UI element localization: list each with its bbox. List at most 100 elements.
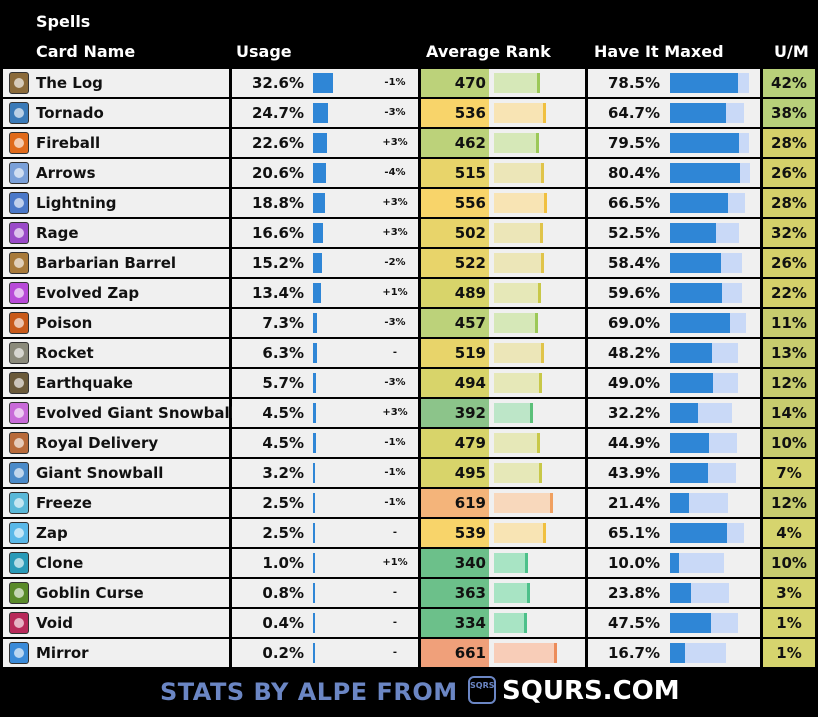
average-rank-value: 522 [421, 249, 489, 277]
average-rank-bar [494, 643, 557, 663]
usage-change: -1% [384, 467, 406, 478]
average-rank-cell: 462 [421, 129, 585, 157]
tornado-icon [9, 102, 29, 124]
um-value: 4% [763, 519, 815, 547]
average-rank-bar [494, 553, 528, 573]
usage-change: +3% [382, 197, 408, 208]
usage-percent: 4.5% [262, 434, 304, 452]
table-row: Evolved Zap 13.4% +1% 489 59.6% 22% [0, 279, 818, 307]
usage-bar [313, 313, 318, 333]
maxed-percent: 79.5% [607, 134, 660, 152]
have-it-maxed-cell: 65.1% [588, 519, 760, 547]
fireball-icon [9, 132, 29, 154]
maxed-percent: 10.0% [607, 554, 660, 572]
average-rank-cell: 494 [421, 369, 585, 397]
average-rank-value: 479 [421, 429, 489, 457]
um-value: 13% [763, 339, 815, 367]
maxed-percent: 47.5% [607, 614, 660, 632]
table-row: Zap 2.5% - 539 65.1% 4% [0, 519, 818, 547]
um-value: 26% [763, 249, 815, 277]
average-rank-value: 619 [421, 489, 489, 517]
card-name: Rocket [36, 344, 94, 362]
average-rank-value: 515 [421, 159, 489, 187]
maxed-percent: 43.9% [607, 464, 660, 482]
average-rank-value: 334 [421, 609, 489, 637]
maxed-bar-fill [670, 433, 710, 453]
card-name: Mirror [36, 644, 89, 662]
average-rank-bar [494, 163, 544, 183]
have-it-maxed-cell: 47.5% [588, 609, 760, 637]
usage-percent: 7.3% [262, 314, 304, 332]
usage-percent: 5.7% [262, 374, 304, 392]
have-it-maxed-cell: 16.7% [588, 639, 760, 667]
usage-change: - [392, 347, 398, 358]
usage-percent: 22.6% [251, 134, 304, 152]
average-rank-cell: 536 [421, 99, 585, 127]
um-value: 7% [763, 459, 815, 487]
table-row: Evolved Giant Snowball 4.5% +3% 392 32.2% 14% [0, 399, 818, 427]
card-name: Clone [36, 554, 84, 572]
usage-cell: 6.3% - [232, 339, 418, 367]
card-name: Poison [36, 314, 93, 332]
usage-bar [313, 223, 324, 243]
usage-percent: 0.8% [262, 584, 304, 602]
maxed-percent: 16.7% [607, 644, 660, 662]
average-rank-bar [494, 193, 547, 213]
card-name-cell: Tornado [3, 99, 229, 127]
average-rank-value: 457 [421, 309, 489, 337]
footer-site-link[interactable]: SQURS.COM [502, 676, 680, 706]
usage-cell: 16.6% +3% [232, 219, 418, 247]
usage-bar [313, 163, 326, 183]
table-row: Fireball 22.6% +3% 462 79.5% 28% [0, 129, 818, 157]
maxed-bar-fill [670, 103, 727, 123]
usage-bar [313, 253, 323, 273]
usage-percent: 15.2% [251, 254, 304, 272]
usage-change: -1% [384, 437, 406, 448]
average-rank-cell: 470 [421, 69, 585, 97]
card-name-cell: Freeze [3, 489, 229, 517]
maxed-percent: 58.4% [607, 254, 660, 272]
usage-bar [313, 463, 315, 483]
table-row: Royal Delivery 4.5% -1% 479 44.9% 10% [0, 429, 818, 457]
card-name: Evolved Zap [36, 284, 140, 302]
usage-bar [313, 133, 327, 153]
header-card-name: Card Name [36, 42, 136, 61]
um-value: 10% [763, 429, 815, 457]
usage-change: +1% [382, 287, 408, 298]
usage-change: - [392, 527, 398, 538]
card-name-cell: Barbarian Barrel [3, 249, 229, 277]
have-it-maxed-cell: 78.5% [588, 69, 760, 97]
rage-icon [9, 222, 29, 244]
usage-cell: 3.2% -1% [232, 459, 418, 487]
maxed-percent: 52.5% [607, 224, 660, 242]
usage-percent: 32.6% [251, 74, 304, 92]
card-name: Tornado [36, 104, 104, 122]
maxed-bar-fill [670, 133, 740, 153]
card-name-cell: Royal Delivery [3, 429, 229, 457]
average-rank-bar [494, 583, 530, 603]
um-value: 28% [763, 129, 815, 157]
usage-bar [313, 583, 315, 603]
maxed-percent: 66.5% [607, 194, 660, 212]
have-it-maxed-cell: 52.5% [588, 219, 760, 247]
have-it-maxed-cell: 69.0% [588, 309, 760, 337]
usage-cell: 24.7% -3% [232, 99, 418, 127]
maxed-percent: 49.0% [607, 374, 660, 392]
poison-icon [9, 312, 29, 334]
um-value: 22% [763, 279, 815, 307]
usage-percent: 13.4% [251, 284, 304, 302]
evolved-giant-snowball-icon [9, 402, 29, 424]
header-um: U/M [774, 42, 809, 61]
usage-percent: 3.2% [262, 464, 304, 482]
average-rank-cell: 363 [421, 579, 585, 607]
header-have-it-maxed: Have It Maxed [594, 42, 724, 61]
usage-percent: 6.3% [262, 344, 304, 362]
squrs-logo-icon: SQRS [468, 676, 496, 704]
card-name-cell: Rage [3, 219, 229, 247]
card-name-cell: Poison [3, 309, 229, 337]
card-name: Arrows [36, 164, 96, 182]
maxed-bar-fill [670, 463, 709, 483]
evolved-zap-icon [9, 282, 29, 304]
have-it-maxed-cell: 23.8% [588, 579, 760, 607]
um-value: 32% [763, 219, 815, 247]
